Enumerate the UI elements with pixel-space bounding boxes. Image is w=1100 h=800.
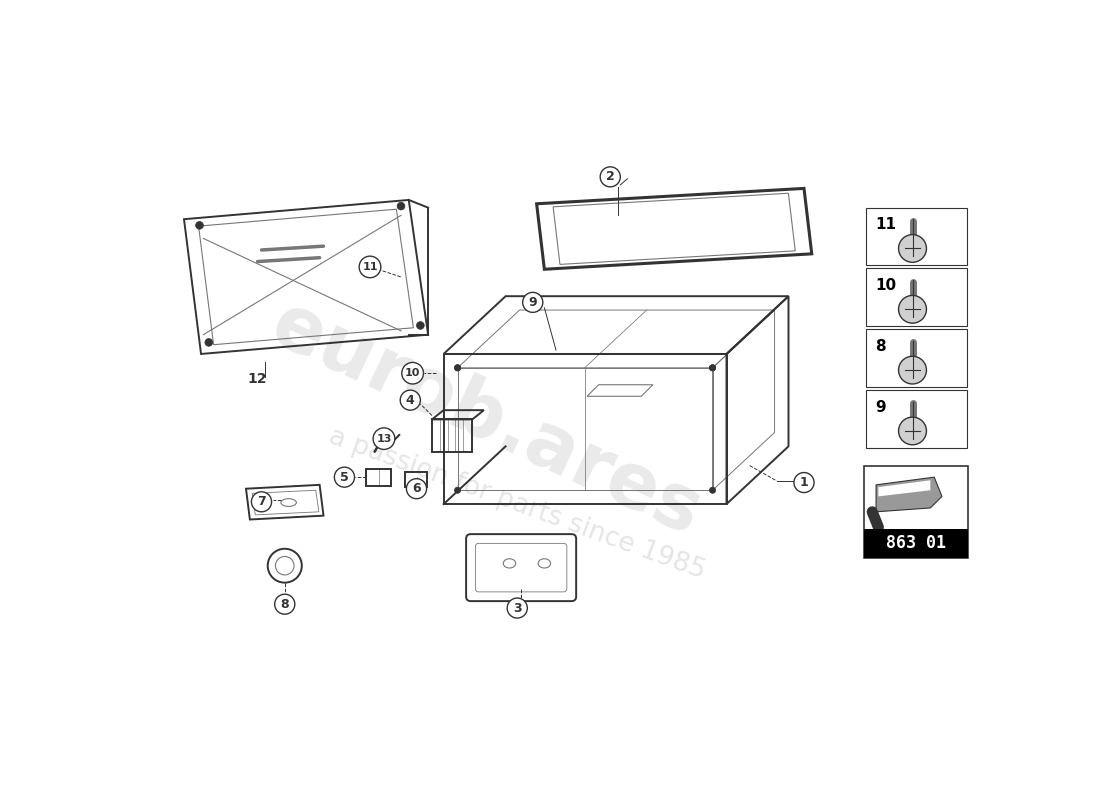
Circle shape [275, 594, 295, 614]
Circle shape [196, 222, 204, 230]
Circle shape [205, 338, 212, 346]
Text: 1: 1 [800, 476, 808, 489]
Circle shape [417, 322, 425, 330]
Bar [866, 330, 967, 387]
Circle shape [454, 487, 461, 494]
Text: 2: 2 [606, 170, 615, 183]
Circle shape [899, 295, 926, 323]
Circle shape [522, 292, 542, 312]
Text: 11: 11 [362, 262, 377, 272]
Text: 8: 8 [876, 338, 886, 354]
Bar [865, 466, 968, 558]
Circle shape [899, 356, 926, 384]
Text: 8: 8 [280, 598, 289, 610]
Circle shape [334, 467, 354, 487]
Text: 3: 3 [513, 602, 521, 614]
Circle shape [710, 365, 716, 371]
Polygon shape [876, 477, 942, 512]
Circle shape [373, 428, 395, 450]
Circle shape [507, 598, 527, 618]
Circle shape [794, 473, 814, 493]
Bar [866, 269, 967, 326]
Circle shape [899, 234, 926, 262]
Circle shape [710, 365, 716, 371]
Text: 863 01: 863 01 [886, 534, 946, 552]
Text: 6: 6 [412, 482, 421, 495]
Polygon shape [879, 480, 931, 496]
Text: 12: 12 [248, 372, 267, 386]
Bar [866, 208, 967, 266]
Text: 11: 11 [876, 217, 896, 232]
Circle shape [402, 362, 424, 384]
Circle shape [454, 365, 461, 371]
Circle shape [899, 417, 926, 445]
Text: 13: 13 [376, 434, 392, 444]
Bar [866, 390, 967, 448]
Text: eurob.ares: eurob.ares [260, 287, 713, 551]
Text: 10: 10 [405, 368, 420, 378]
Circle shape [710, 487, 716, 494]
Bar [865, 529, 968, 558]
Text: 10: 10 [876, 278, 896, 293]
Text: 9: 9 [528, 296, 537, 309]
Circle shape [359, 256, 381, 278]
Circle shape [406, 478, 427, 498]
Circle shape [601, 167, 620, 187]
Text: 9: 9 [876, 399, 886, 414]
Circle shape [252, 492, 272, 512]
Text: 4: 4 [406, 394, 415, 406]
Circle shape [400, 390, 420, 410]
Circle shape [454, 365, 461, 371]
Text: 7: 7 [257, 495, 266, 508]
Text: 5: 5 [340, 470, 349, 484]
Text: a passion for parts since 1985: a passion for parts since 1985 [326, 424, 710, 585]
Circle shape [397, 202, 405, 210]
